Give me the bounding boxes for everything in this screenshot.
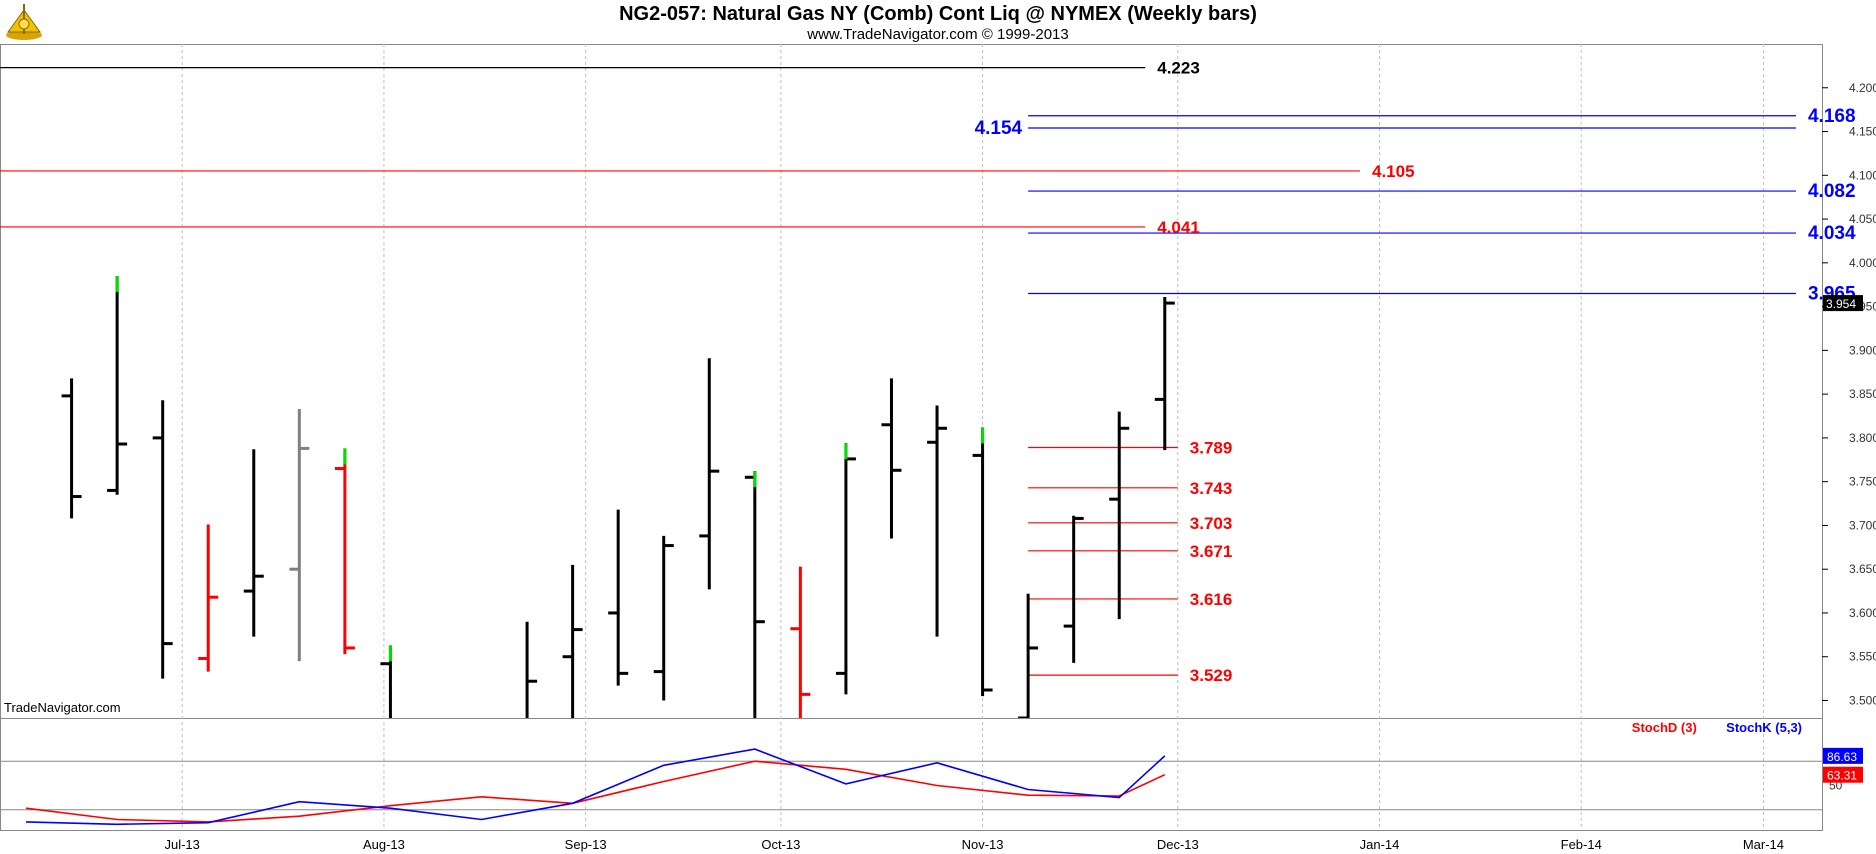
stoch-series-line xyxy=(25,760,1166,823)
level-label: 3.789 xyxy=(1190,439,1233,458)
level-label: 4.034 xyxy=(1808,223,1856,244)
last-price-box xyxy=(1823,295,1863,312)
y-tick-label: 3.900 xyxy=(1849,343,1876,357)
x-tick-label: Sep-13 xyxy=(565,837,607,852)
trade-navigator-logo-icon xyxy=(2,2,46,42)
x-tick-label: Mar-14 xyxy=(1743,837,1784,852)
stoch-panel-frame xyxy=(0,718,1823,831)
y-tick-label: 3.700 xyxy=(1849,518,1876,532)
level-label: 4.041 xyxy=(1157,218,1200,237)
level-label: 4.168 xyxy=(1808,106,1856,127)
x-tick-label: Jan-14 xyxy=(1360,837,1400,852)
y-tick-label: 3.800 xyxy=(1849,431,1876,445)
y-tick-label: 4.050 xyxy=(1849,212,1876,226)
level-label: 3.743 xyxy=(1190,479,1233,498)
chart-subtitle: www.TradeNavigator.com © 1999-2013 xyxy=(807,26,1069,43)
x-tick-label: Feb-14 xyxy=(1561,837,1602,852)
x-tick-label: Aug-13 xyxy=(363,837,405,852)
y-tick-label: 3.550 xyxy=(1849,650,1876,664)
level-label: 3.529 xyxy=(1190,666,1233,685)
x-tick-label: Nov-13 xyxy=(962,837,1004,852)
level-label: 3.616 xyxy=(1190,590,1233,609)
y-tick-label: 3.750 xyxy=(1849,475,1876,489)
level-label: 3.671 xyxy=(1190,542,1233,561)
y-tick-label: 3.500 xyxy=(1849,693,1876,707)
y-tick-label: 4.200 xyxy=(1849,81,1876,95)
y-tick-label: 4.100 xyxy=(1849,168,1876,182)
stoch-lines xyxy=(25,748,1166,826)
level-label: 4.154 xyxy=(975,118,1023,139)
x-tick-label: Oct-13 xyxy=(761,837,800,852)
stoch-last-value-box xyxy=(1823,747,1863,764)
y-tick-label: 4.150 xyxy=(1849,125,1876,139)
last-price-label: 3.954 xyxy=(1826,297,1856,311)
x-tick-label: Dec-13 xyxy=(1157,837,1199,852)
level-lines xyxy=(0,67,1796,676)
y-tick-label: 3.650 xyxy=(1849,562,1876,576)
stoch-series-line xyxy=(25,748,1166,826)
y-tick-label: 3.600 xyxy=(1849,606,1876,620)
level-label: 4.105 xyxy=(1372,162,1415,181)
level-label: 3.703 xyxy=(1190,514,1233,533)
y-tick-label: 3.850 xyxy=(1849,387,1876,401)
level-label: 4.223 xyxy=(1157,59,1200,78)
stoch-legend-label: StochK (5,3) xyxy=(1726,720,1802,735)
ohlc-bars xyxy=(61,275,1175,718)
x-tick-label: Jul-13 xyxy=(164,837,199,852)
level-label: 4.082 xyxy=(1808,181,1856,202)
y-tick-label: 4.000 xyxy=(1849,256,1876,270)
watermark-text: TradeNavigator.com xyxy=(4,700,121,715)
chart-title: NG2-057: Natural Gas NY (Comb) Cont Liq … xyxy=(619,3,1257,25)
stoch-last-value-label: 86.63 xyxy=(1827,750,1857,764)
price-panel-frame xyxy=(0,44,1823,719)
stoch-last-value-label: 63.31 xyxy=(1827,769,1857,783)
stoch-last-value-box xyxy=(1823,766,1863,783)
stoch-legend-label: StochD (3) xyxy=(1632,720,1697,735)
